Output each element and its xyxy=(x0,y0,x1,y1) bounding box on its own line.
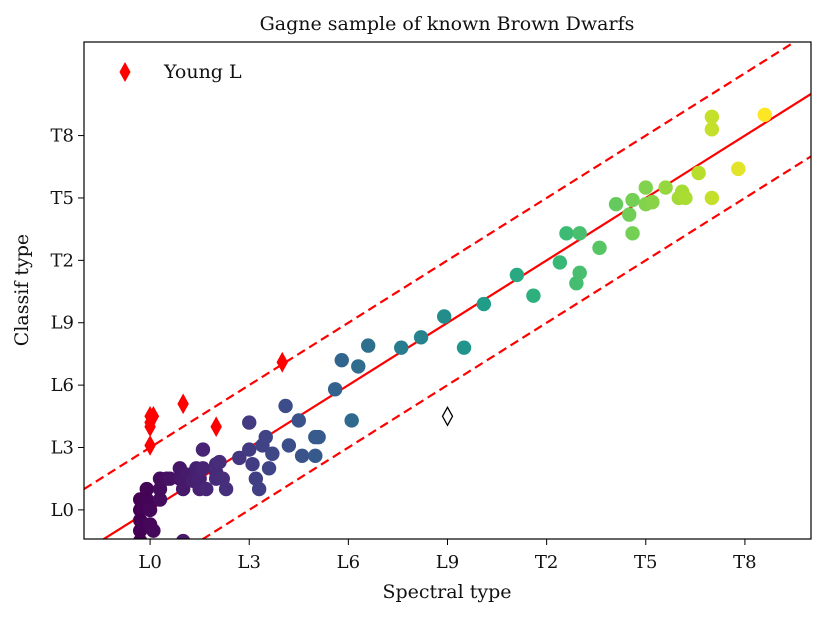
data-point xyxy=(552,255,568,270)
plot-area xyxy=(84,42,811,539)
x-tick-label: L3 xyxy=(238,552,261,573)
data-point xyxy=(691,165,706,181)
data-point xyxy=(265,446,280,461)
data-point xyxy=(232,450,247,466)
x-tick-label: T2 xyxy=(535,552,558,573)
data-point xyxy=(572,226,587,241)
data-point xyxy=(678,190,693,206)
data-points xyxy=(132,107,772,539)
data-point xyxy=(281,438,297,453)
data-point xyxy=(572,265,587,281)
data-point xyxy=(394,340,409,355)
data-point xyxy=(731,161,746,177)
y-tick-label: T5 xyxy=(51,188,74,209)
x-axis: L0 L3 L6 L9 T2 T5 T8 xyxy=(138,539,757,573)
data-point xyxy=(592,240,607,256)
data-point xyxy=(327,382,343,397)
data-point xyxy=(218,481,234,497)
x-tick-label: T5 xyxy=(634,552,657,573)
open-diamond-point xyxy=(441,405,454,427)
data-point xyxy=(291,413,306,428)
x-tick-label: L0 xyxy=(138,552,161,573)
data-point xyxy=(608,197,624,212)
data-point xyxy=(162,471,178,486)
data-point xyxy=(351,359,366,374)
data-point xyxy=(704,190,720,206)
data-point xyxy=(251,481,267,497)
data-point xyxy=(146,523,161,538)
data-point xyxy=(278,398,293,414)
data-point xyxy=(509,267,525,283)
data-point xyxy=(175,481,191,497)
data-point xyxy=(294,448,310,464)
y-tick-label: L0 xyxy=(51,500,74,521)
data-point xyxy=(195,461,211,476)
data-point xyxy=(195,442,211,457)
legend: Young L xyxy=(119,61,242,83)
data-point xyxy=(139,481,154,497)
x-tick-label: L9 xyxy=(436,552,459,573)
data-point xyxy=(242,442,257,457)
y-tick-label: L6 xyxy=(51,375,74,396)
data-point xyxy=(360,338,376,353)
data-point xyxy=(311,429,326,445)
data-point xyxy=(757,107,772,122)
data-point xyxy=(456,340,472,355)
x-tick-label: T8 xyxy=(733,552,756,573)
data-point xyxy=(622,207,637,222)
data-point xyxy=(334,352,349,368)
young-l-point xyxy=(144,435,156,456)
data-point xyxy=(526,288,541,303)
y-tick-label: L9 xyxy=(51,313,74,334)
data-point xyxy=(476,296,492,312)
data-point xyxy=(258,429,273,445)
data-point xyxy=(308,448,323,464)
data-point xyxy=(658,180,673,195)
data-point xyxy=(245,456,260,472)
data-point xyxy=(625,226,640,241)
data-point xyxy=(261,461,277,476)
data-point xyxy=(559,226,574,241)
y-tick-label: T2 xyxy=(51,250,74,271)
data-point xyxy=(625,192,640,208)
y-axis: L0 L3 L6 L9 T2 T5 T8 xyxy=(51,126,84,521)
young-l-point xyxy=(147,405,160,427)
legend-label: Young L xyxy=(163,61,242,83)
data-point xyxy=(152,481,168,497)
data-point xyxy=(152,492,168,507)
data-point xyxy=(436,309,452,324)
young-l-point xyxy=(276,351,289,373)
dashed-boundary-line xyxy=(200,155,811,539)
young-l-point xyxy=(177,393,189,415)
data-point xyxy=(704,122,720,137)
data-point xyxy=(645,194,660,210)
data-point xyxy=(176,533,191,539)
dashed-boundary-line xyxy=(84,42,797,491)
data-point xyxy=(704,109,720,125)
data-point xyxy=(242,415,257,430)
x-axis-title: Spectral type xyxy=(382,581,511,603)
young-l-point xyxy=(210,416,222,438)
y-tick-label: T8 xyxy=(51,126,74,147)
data-point xyxy=(212,454,227,470)
data-point xyxy=(638,180,653,195)
data-point xyxy=(344,413,359,428)
y-axis-title: Classif type xyxy=(11,234,33,346)
data-point xyxy=(133,533,148,539)
x-tick-label: L6 xyxy=(337,552,360,573)
data-point xyxy=(413,330,429,345)
data-point xyxy=(199,481,214,497)
y-tick-label: L3 xyxy=(51,438,74,459)
legend-marker-diamond xyxy=(119,61,131,83)
data-point xyxy=(142,502,158,518)
chart-title: Gagne sample of known Brown Dwarfs xyxy=(260,13,635,35)
